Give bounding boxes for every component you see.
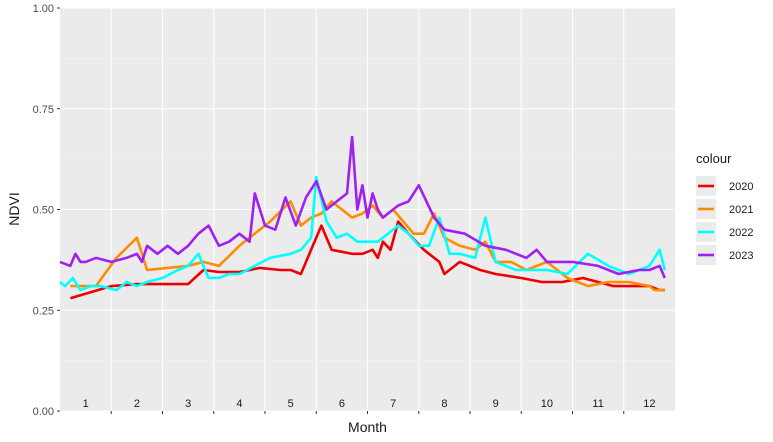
y-tick-label: 0.75 (33, 104, 54, 116)
legend-label-2022: 2022 (729, 227, 753, 239)
legend-label-2023: 2023 (729, 250, 753, 262)
month-label: 7 (390, 398, 396, 410)
x-axis-title: Month (348, 419, 387, 435)
month-label: 8 (441, 398, 447, 410)
legend-label-2020: 2020 (729, 181, 753, 193)
y-tick-label: 0.25 (33, 305, 54, 317)
month-label: 1 (83, 398, 89, 410)
month-label: 5 (288, 398, 294, 410)
series-line-2022 (59, 176, 667, 292)
y-tick-label: 0.00 (33, 406, 54, 418)
month-label: 10 (541, 398, 553, 410)
legend-label-2021: 2021 (729, 204, 753, 216)
y-axis-title: NDVI (6, 192, 22, 225)
month-label: 2 (134, 398, 140, 410)
y-tick-label: 1.00 (33, 3, 54, 15)
y-tick-label: 0.50 (33, 205, 54, 217)
month-label: 9 (493, 398, 499, 410)
month-label: 3 (185, 398, 191, 410)
legend: colour 2020 2021 2022 2023 (696, 151, 753, 265)
month-label: 11 (592, 398, 603, 410)
series-line-2023 (59, 135, 666, 279)
month-label: 12 (643, 398, 655, 410)
x-axis: 1 2 3 4 5 6 7 8 9 10 11 12 (83, 398, 656, 414)
month-label: 6 (339, 398, 345, 410)
y-axis: 0.00 0.25 0.50 0.75 1.00 (33, 3, 60, 418)
legend-title: colour (696, 151, 732, 166)
series-lines (59, 135, 667, 300)
month-label: 4 (236, 398, 242, 410)
